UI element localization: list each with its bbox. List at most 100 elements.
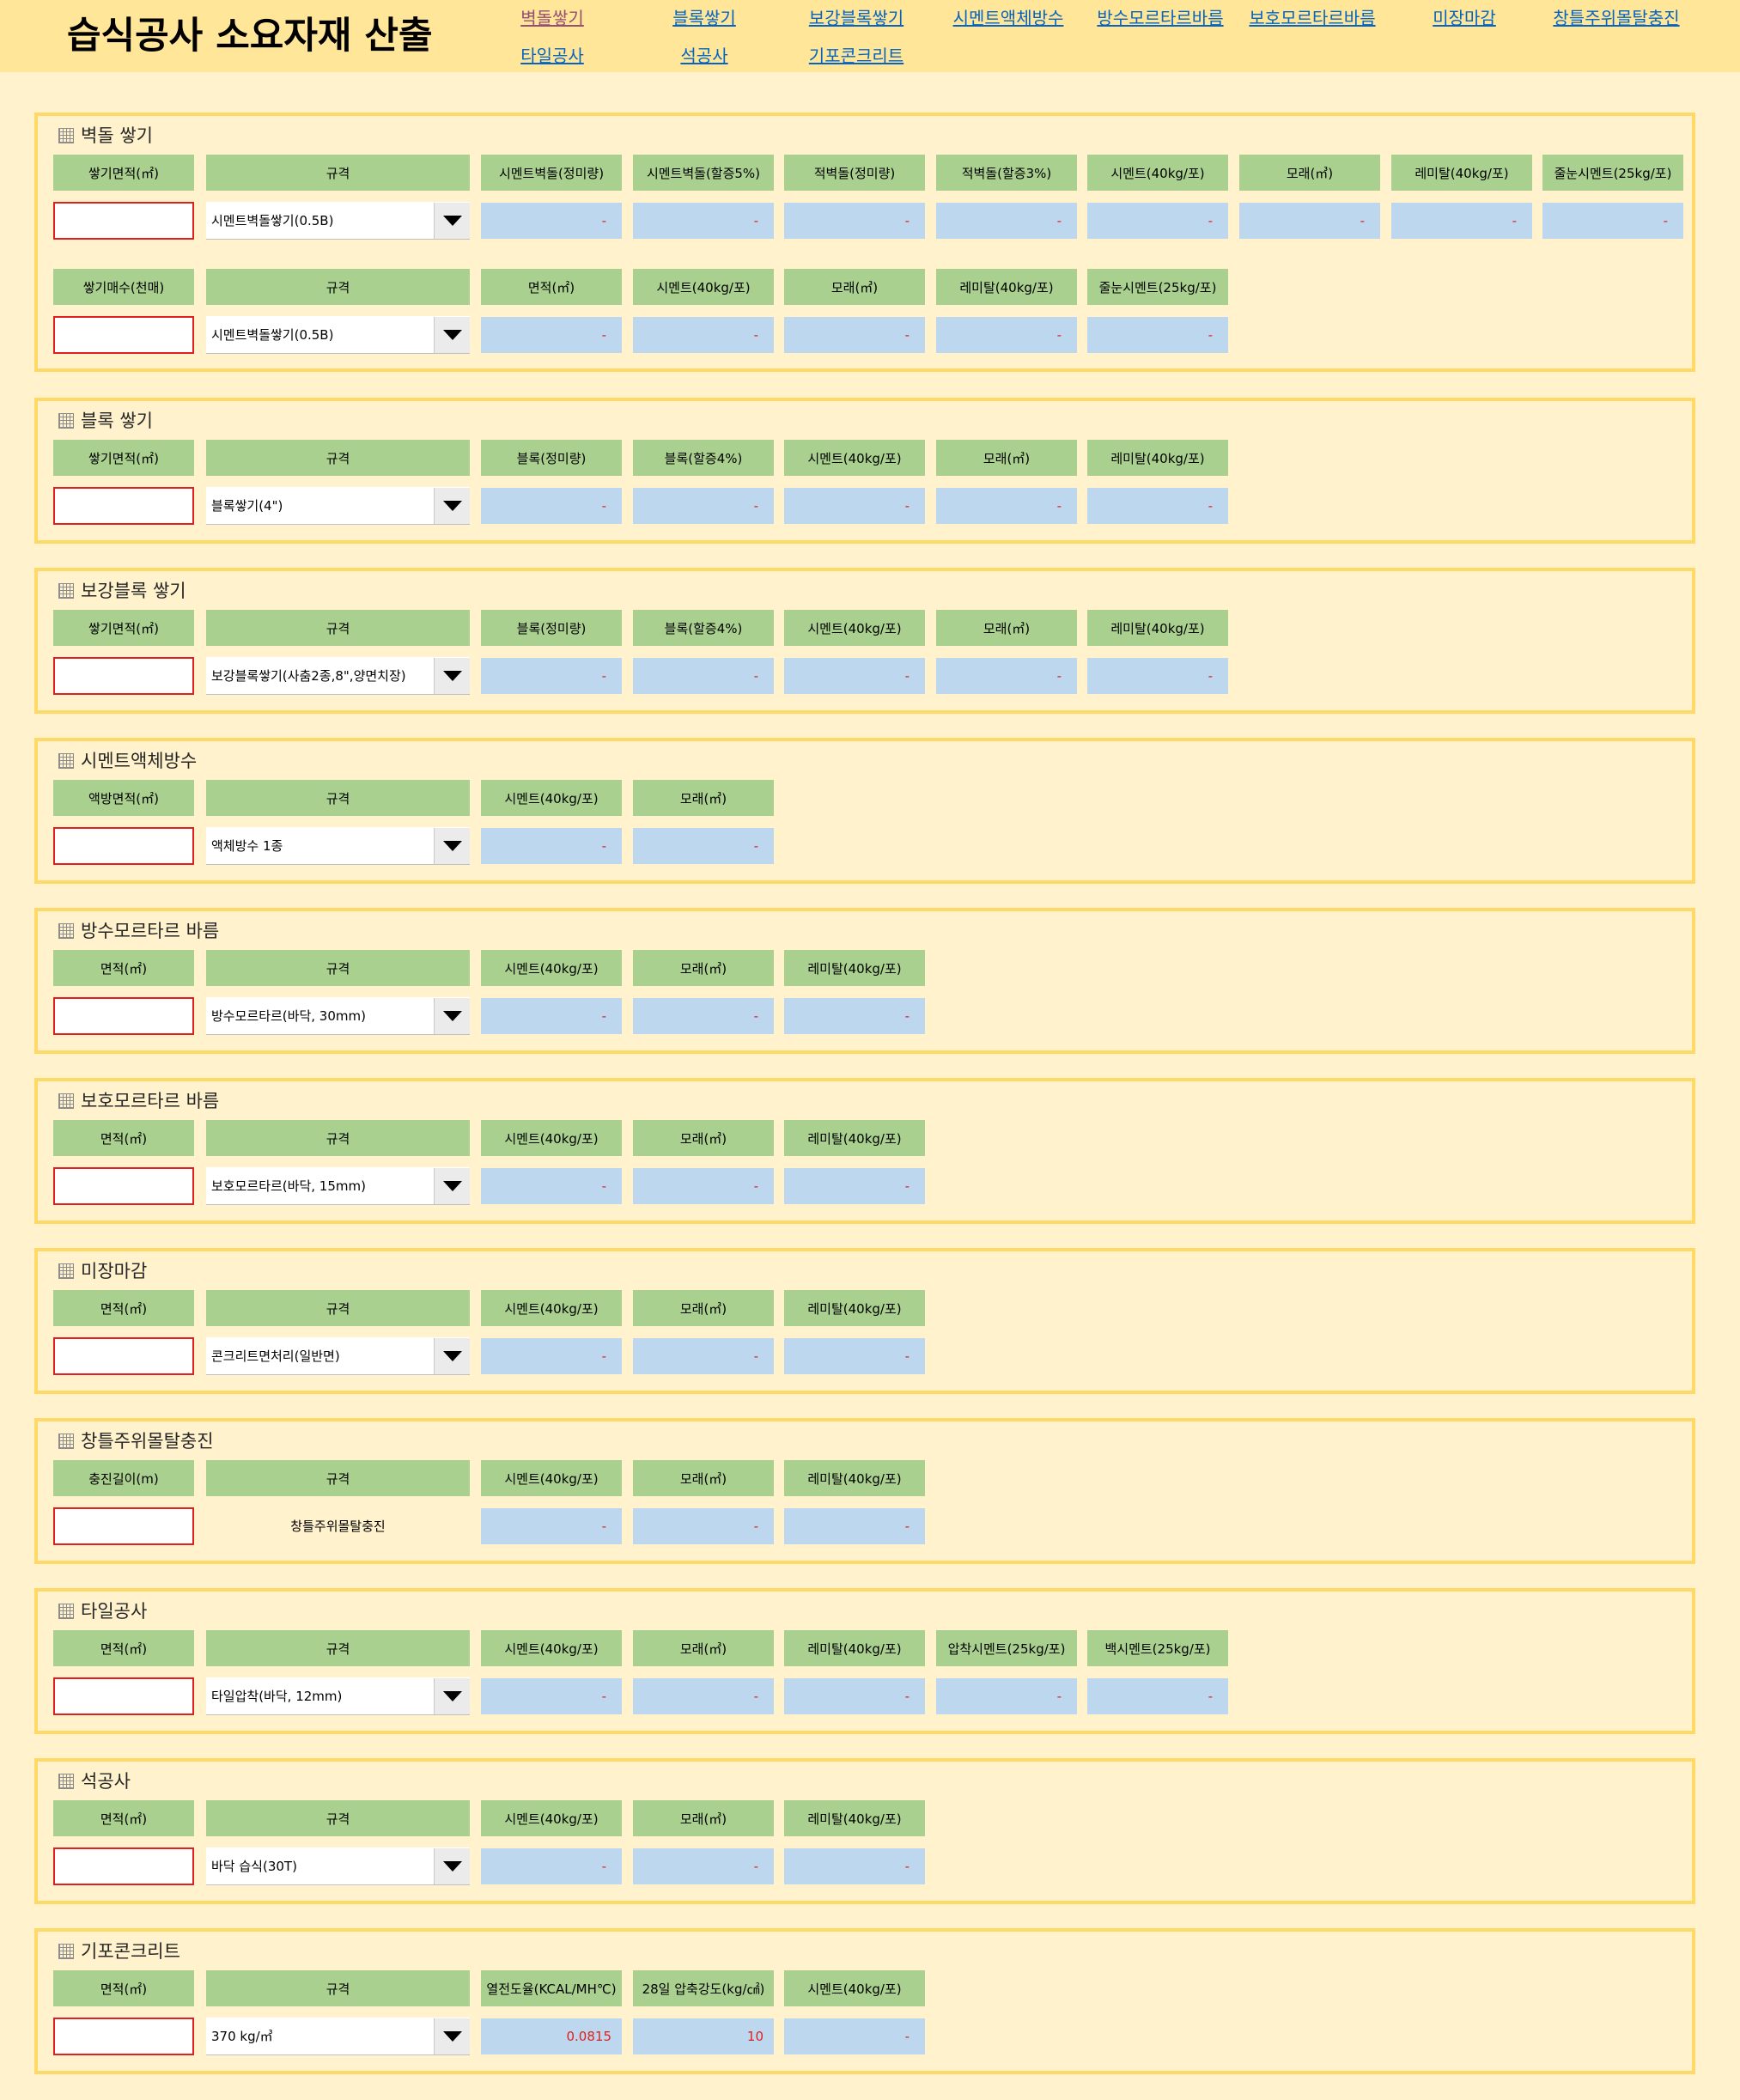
quantity-input-field[interactable]	[55, 1849, 192, 1884]
dropdown-arrow-button[interactable]	[434, 1677, 470, 1714]
nav-link-2[interactable]: 블록쌓기	[672, 8, 736, 28]
nav-link-4[interactable]: 시멘트액체방수	[952, 8, 1064, 28]
nav-link-6[interactable]: 보호모르타르바름	[1249, 8, 1376, 28]
nav-link-1[interactable]: 벽돌쌓기	[520, 8, 584, 28]
output-header: 시멘트(40kg/포)	[633, 269, 774, 305]
nav-link-11[interactable]: 기포콘크리트	[808, 46, 904, 66]
spec-label-header: 규격	[206, 155, 470, 191]
section-title: 미장마감	[58, 1258, 147, 1284]
grid-icon	[58, 1604, 74, 1619]
nav-link-10[interactable]: 석공사	[680, 46, 728, 66]
spec-dropdown[interactable]: 보강블록쌓기(사춤2종,8",양면치장)	[206, 657, 470, 695]
spec-dropdown[interactable]: 바닥 습식(30T)	[206, 1847, 470, 1885]
quantity-input-field[interactable]	[55, 2019, 192, 2054]
output-value: -	[481, 1848, 622, 1884]
quantity-input-field[interactable]	[55, 318, 192, 352]
dropdown-arrow-button[interactable]	[434, 1337, 470, 1374]
quantity-input[interactable]	[53, 2018, 194, 2055]
section-title: 보강블록 쌓기	[58, 578, 186, 604]
quantity-input-field[interactable]	[55, 489, 192, 523]
output-header: 시멘트(40kg/포)	[481, 1800, 622, 1836]
dropdown-arrow-button[interactable]	[434, 202, 470, 239]
page-title: 습식공사 소요자재 산출	[67, 15, 433, 58]
dropdown-arrow-button[interactable]	[434, 1847, 470, 1884]
nav-link-7[interactable]: 미장마감	[1433, 8, 1496, 28]
spec-dropdown-value: 블록쌓기(4")	[211, 498, 283, 514]
quantity-input[interactable]	[53, 1677, 194, 1715]
spec-dropdown-value: 370 kg/㎥	[211, 2029, 273, 2044]
section-title-text: 미장마감	[81, 1261, 148, 1281]
dropdown-arrow-button[interactable]	[434, 2018, 470, 2054]
output-value: -	[1542, 203, 1683, 239]
quantity-input-field[interactable]	[55, 1679, 192, 1713]
output-header: 블록(정미량)	[481, 440, 622, 476]
quantity-input-field[interactable]	[55, 659, 192, 693]
chevron-down-icon	[442, 1860, 462, 1872]
output-value: -	[481, 828, 622, 864]
quantity-input[interactable]	[53, 657, 194, 695]
grid-icon	[58, 753, 74, 769]
spec-dropdown[interactable]: 방수모르타르(바닥, 30mm)	[206, 997, 470, 1035]
output-header: 레미탈(40kg/포)	[1087, 610, 1228, 646]
quantity-input-field[interactable]	[55, 1339, 192, 1373]
spec-dropdown[interactable]: 보호모르타르(바닥, 15mm)	[206, 1167, 470, 1205]
dropdown-arrow-button[interactable]	[434, 657, 470, 694]
quantity-input[interactable]	[53, 1847, 194, 1885]
output-header: 모래(㎥)	[633, 780, 774, 816]
output-value: -	[936, 317, 1077, 353]
output-header: 시멘트벽돌(정미량)	[481, 155, 622, 191]
spec-label-header: 규격	[206, 269, 470, 305]
section-title: 타일공사	[58, 1598, 147, 1624]
quantity-input-field[interactable]	[55, 1169, 192, 1203]
grid-icon	[58, 1263, 74, 1279]
spec-dropdown[interactable]: 370 kg/㎥	[206, 2018, 470, 2055]
chevron-down-icon	[442, 670, 462, 681]
quantity-input-field[interactable]	[55, 829, 192, 863]
chevron-down-icon	[442, 1690, 462, 1701]
spec-dropdown[interactable]: 액체방수 1종	[206, 827, 470, 865]
output-header: 시멘트(40kg/포)	[481, 780, 622, 816]
output-value: -	[1087, 658, 1228, 694]
output-header: 시멘트(40kg/포)	[481, 1290, 622, 1326]
dropdown-arrow-button[interactable]	[434, 827, 470, 864]
dropdown-arrow-button[interactable]	[434, 997, 470, 1034]
output-value: -	[633, 488, 774, 524]
nav-link-5[interactable]: 방수모르타르바름	[1097, 8, 1224, 28]
quantity-input[interactable]	[53, 827, 194, 865]
spec-dropdown[interactable]: 블록쌓기(4")	[206, 487, 470, 525]
quantity-input[interactable]	[53, 202, 194, 240]
dropdown-arrow-button[interactable]	[434, 316, 470, 353]
spec-dropdown[interactable]: 타일압착(바닥, 12mm)	[206, 1677, 470, 1715]
output-value: -	[1087, 203, 1228, 239]
spec-dropdown[interactable]: 시멘트벽돌쌓기(0.5B)	[206, 202, 470, 240]
nav-link-8[interactable]: 창틀주위몰탈충진	[1553, 8, 1680, 28]
output-header: 적벽돌(할증3%)	[936, 155, 1077, 191]
section-9: 타일공사 면적(㎡) 규격 시멘트(40kg/포) 모래(㎥) 레미탈(40kg/포) 압착…	[34, 1588, 1695, 1734]
chevron-down-icon	[442, 1180, 462, 1191]
section-4: 시멘트액체방수 액방면적(㎡) 규격 시멘트(40kg/포) 모래(㎥) 액체방수 1종 -…	[34, 738, 1695, 884]
quantity-input-field[interactable]	[55, 1509, 192, 1543]
quantity-input[interactable]	[53, 997, 194, 1035]
nav-link-9[interactable]: 타일공사	[520, 46, 584, 66]
spec-dropdown[interactable]: 시멘트벽돌쌓기(0.5B)	[206, 316, 470, 354]
output-header: 적벽돌(정미량)	[784, 155, 925, 191]
quantity-input[interactable]	[53, 1337, 194, 1375]
output-value: -	[784, 317, 925, 353]
output-value: -	[633, 1338, 774, 1374]
chevron-down-icon	[442, 500, 462, 511]
chevron-down-icon	[442, 2030, 462, 2042]
nav-link-3[interactable]: 보강블록쌓기	[808, 8, 904, 28]
quantity-input[interactable]	[53, 1167, 194, 1205]
spec-dropdown[interactable]: 콘크리트면처리(일반면)	[206, 1337, 470, 1375]
quantity-input[interactable]	[53, 1507, 194, 1545]
output-header: 레미탈(40kg/포)	[936, 269, 1077, 305]
dropdown-arrow-button[interactable]	[434, 487, 470, 524]
output-header: 모래(㎥)	[633, 1800, 774, 1836]
quantity-input-field[interactable]	[55, 999, 192, 1033]
output-header: 모래(㎥)	[633, 1120, 774, 1156]
quantity-input-field[interactable]	[55, 204, 192, 238]
quantity-input[interactable]	[53, 316, 194, 354]
quantity-input[interactable]	[53, 487, 194, 525]
section-1: 벽돌 쌓기 쌓기면적(㎡) 규격 시멘트벽돌(정미량) 시멘트벽돌(할증5%) 적벽돌(정…	[34, 113, 1695, 372]
dropdown-arrow-button[interactable]	[434, 1167, 470, 1204]
